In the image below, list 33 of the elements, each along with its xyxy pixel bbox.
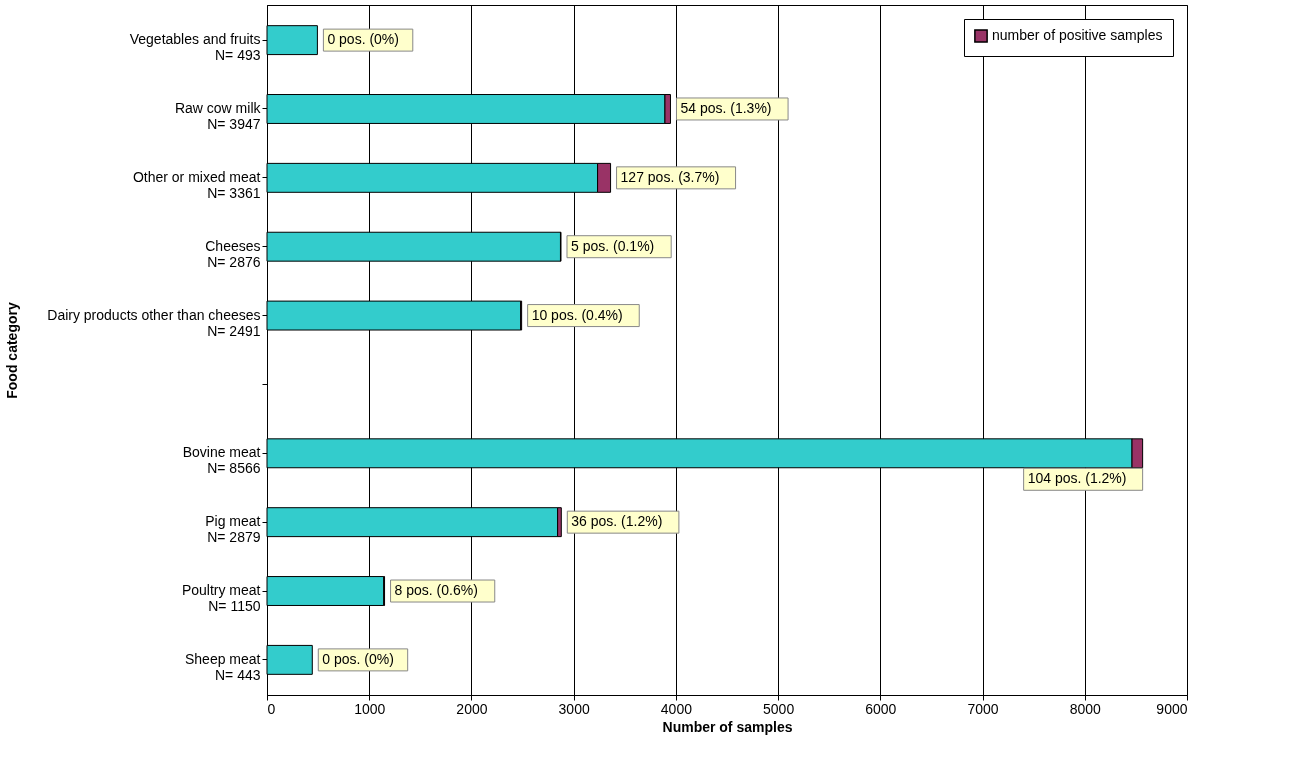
bar (266, 25, 318, 56)
x-tick-label: 1000 (354, 700, 386, 717)
data-label: 10 pos. (0.4%) (531, 306, 623, 323)
x-tick-label: 0 (267, 700, 276, 717)
data-label: 54 pos. (1.3%) (680, 99, 772, 116)
x-tick-label: 8000 (1069, 700, 1102, 717)
data-label: 104 pos. (1.2%) (1027, 470, 1127, 487)
y-tick-label: Cheeses N= 2876 (205, 237, 261, 270)
y-tick-label: Other or mixed meat N= 3361 (132, 168, 261, 201)
x-tick-label: 9000 (1156, 700, 1188, 717)
bar (266, 644, 313, 675)
data-label: 5 pos. (0.1%) (570, 237, 655, 254)
y-tick-label: Poultry meat N= 1150 (181, 582, 261, 615)
x-axis-title: Number of samples (662, 718, 793, 735)
data-label: 127 pos. (3.7%) (620, 168, 720, 185)
y-axis-title: Food category (3, 302, 20, 399)
data-label: 0 pos. (0%) (322, 650, 394, 667)
y-tick-label: Raw cow milk N= 3947 (174, 99, 262, 132)
x-tick-label: 7000 (967, 700, 999, 717)
y-tick-label: Dairy products other than cheeses N= 2491 (47, 306, 261, 339)
x-tick-label: 6000 (865, 700, 897, 717)
y-tick-label: Pig meat N= 2879 (205, 513, 261, 546)
legend-label: number of positive samples (992, 27, 1163, 43)
y-tick-label: Vegetables and fruits N= 493 (129, 31, 261, 64)
y-tick-label: Sheep meat N= 443 (185, 650, 261, 683)
x-tick-label: 5000 (763, 700, 795, 717)
y-tick-label: Bovine meat N= 8566 (182, 444, 261, 477)
x-tick-label: 4000 (660, 700, 693, 717)
data-label: 36 pos. (1.2%) (571, 513, 663, 530)
data-label: 0 pos. (0%) (327, 31, 399, 48)
data-label: 8 pos. (0.6%) (394, 582, 478, 599)
x-tick-label: 2000 (456, 700, 488, 717)
x-tick-label: 3000 (558, 700, 590, 717)
